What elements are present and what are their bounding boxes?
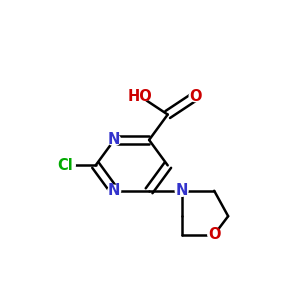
Text: O: O — [189, 88, 202, 104]
Text: N: N — [176, 183, 188, 198]
Ellipse shape — [175, 185, 188, 196]
Ellipse shape — [208, 229, 220, 240]
Text: N: N — [108, 132, 120, 147]
Text: N: N — [108, 183, 120, 198]
Text: HO: HO — [128, 88, 152, 104]
Text: Cl: Cl — [58, 158, 73, 173]
Ellipse shape — [108, 134, 121, 146]
Ellipse shape — [189, 91, 202, 102]
Ellipse shape — [108, 185, 121, 196]
Ellipse shape — [130, 91, 150, 102]
Ellipse shape — [56, 160, 75, 171]
Text: O: O — [208, 227, 220, 242]
